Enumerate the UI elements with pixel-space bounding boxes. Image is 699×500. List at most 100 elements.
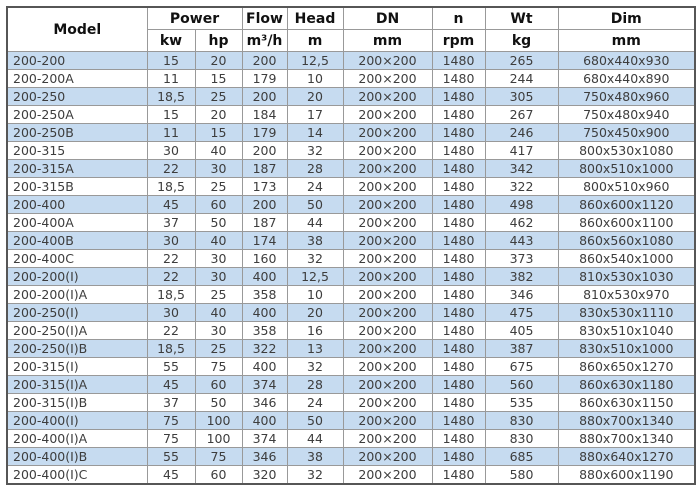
cell-n: 1480 [431,159,486,178]
pump-spec-table: Model Power Flow Head DN n Wt Dim kw hp … [6,6,696,485]
cell-hp: 25 [194,285,243,304]
col-header-flow: Flow [241,6,288,30]
cell-flow: 187 [241,213,288,232]
cell-kw: 75 [146,411,196,430]
cell-kw: 75 [146,429,196,448]
table-row: 200-400(I) 75 100 400 50 200×200 1480 830 880x70… [6,411,696,430]
unit-header-n: rpm [431,29,486,52]
cell-wt: 830 [484,429,559,448]
unit-header-wt: kg [484,29,559,52]
table-row: 200-400(I)C 45 60 320 32 200×200 1480 580 880x60… [6,465,696,485]
cell-model: 200-315(I)B [6,393,148,412]
cell-kw: 18,5 [146,87,196,106]
cell-hp: 30 [194,159,243,178]
cell-dim: 750x450x900 [557,123,696,142]
table-row: 200-400(I)B 55 75 346 38 200×200 1480 685 880x64… [6,447,696,466]
cell-n: 1480 [431,411,486,430]
cell-kw: 18,5 [146,177,196,196]
cell-wt: 417 [484,141,559,160]
cell-hp: 60 [194,465,243,485]
cell-head: 32 [286,357,344,376]
cell-kw: 22 [146,267,196,286]
cell-flow: 400 [241,411,288,430]
cell-dim: 810x530x970 [557,285,696,304]
table-row: 200-250 18,5 25 200 20 200×200 1480 305 750x480x… [6,87,696,106]
table-row: 200-400(I)A 75 100 374 44 200×200 1480 830 880x7… [6,429,696,448]
cell-dim: 860x650x1270 [557,357,696,376]
cell-model: 200-400(I)A [6,429,148,448]
cell-hp: 30 [194,321,243,340]
unit-header-flow: m³/h [241,29,288,52]
unit-header-hp: hp [194,29,243,52]
cell-dn: 200×200 [342,51,433,70]
cell-dn: 200×200 [342,249,433,268]
cell-model: 200-400C [6,249,148,268]
cell-wt: 405 [484,321,559,340]
cell-model: 200-315A [6,159,148,178]
cell-head: 12,5 [286,51,344,70]
table-row: 200-200(I) 22 30 400 12,5 200×200 1480 382 810x5… [6,267,696,286]
cell-dn: 200×200 [342,159,433,178]
cell-flow: 400 [241,357,288,376]
cell-hp: 60 [194,375,243,394]
unit-header-kw: kw [146,29,196,52]
cell-kw: 37 [146,393,196,412]
table-row: 200-250B 11 15 179 14 200×200 1480 246 750x450x9… [6,123,696,142]
cell-model: 200-250(I) [6,303,148,322]
cell-wt: 246 [484,123,559,142]
cell-dim: 860x630x1180 [557,375,696,394]
cell-model: 200-315(I) [6,357,148,376]
cell-wt: 342 [484,159,559,178]
cell-n: 1480 [431,285,486,304]
table-row: 200-200(I)A 18,5 25 358 10 200×200 1480 346 810x… [6,285,696,304]
table-row: 200-315(I) 55 75 400 32 200×200 1480 675 860x650… [6,357,696,376]
cell-head: 44 [286,213,344,232]
cell-flow: 160 [241,249,288,268]
unit-header-dim: mm [557,29,696,52]
cell-head: 13 [286,339,344,358]
col-header-model: Model [6,6,148,52]
cell-flow: 358 [241,285,288,304]
cell-flow: 200 [241,51,288,70]
cell-dn: 200×200 [342,339,433,358]
cell-dn: 200×200 [342,447,433,466]
cell-kw: 11 [146,123,196,142]
cell-n: 1480 [431,141,486,160]
cell-n: 1480 [431,429,486,448]
cell-model: 200-400 [6,195,148,214]
cell-hp: 40 [194,231,243,250]
cell-head: 20 [286,303,344,322]
cell-hp: 50 [194,213,243,232]
cell-model: 200-200A [6,69,148,88]
cell-dn: 200×200 [342,141,433,160]
cell-kw: 22 [146,159,196,178]
cell-dim: 750x480x940 [557,105,696,124]
cell-head: 28 [286,375,344,394]
cell-wt: 373 [484,249,559,268]
cell-dim: 860x560x1080 [557,231,696,250]
cell-flow: 374 [241,429,288,448]
cell-dim: 800x510x960 [557,177,696,196]
cell-wt: 387 [484,339,559,358]
cell-dn: 200×200 [342,69,433,88]
cell-n: 1480 [431,213,486,232]
cell-head: 38 [286,231,344,250]
cell-wt: 830 [484,411,559,430]
cell-head: 50 [286,411,344,430]
table-row: 200-315A 22 30 187 28 200×200 1480 342 800x510x1… [6,159,696,178]
cell-flow: 200 [241,141,288,160]
cell-head: 14 [286,123,344,142]
table-row: 200-400C 22 30 160 32 200×200 1480 373 860x540x1… [6,249,696,268]
table-row: 200-250(I)A 22 30 358 16 200×200 1480 405 830x51… [6,321,696,340]
cell-kw: 45 [146,375,196,394]
cell-model: 200-400A [6,213,148,232]
cell-hp: 40 [194,303,243,322]
cell-model: 200-200(I) [6,267,148,286]
cell-flow: 179 [241,123,288,142]
cell-dn: 200×200 [342,267,433,286]
table-row: 200-250A 15 20 184 17 200×200 1480 267 750x480x9… [6,105,696,124]
cell-kw: 30 [146,303,196,322]
cell-model: 200-200 [6,51,148,70]
unit-header-dn: mm [342,29,433,52]
cell-hp: 100 [194,429,243,448]
